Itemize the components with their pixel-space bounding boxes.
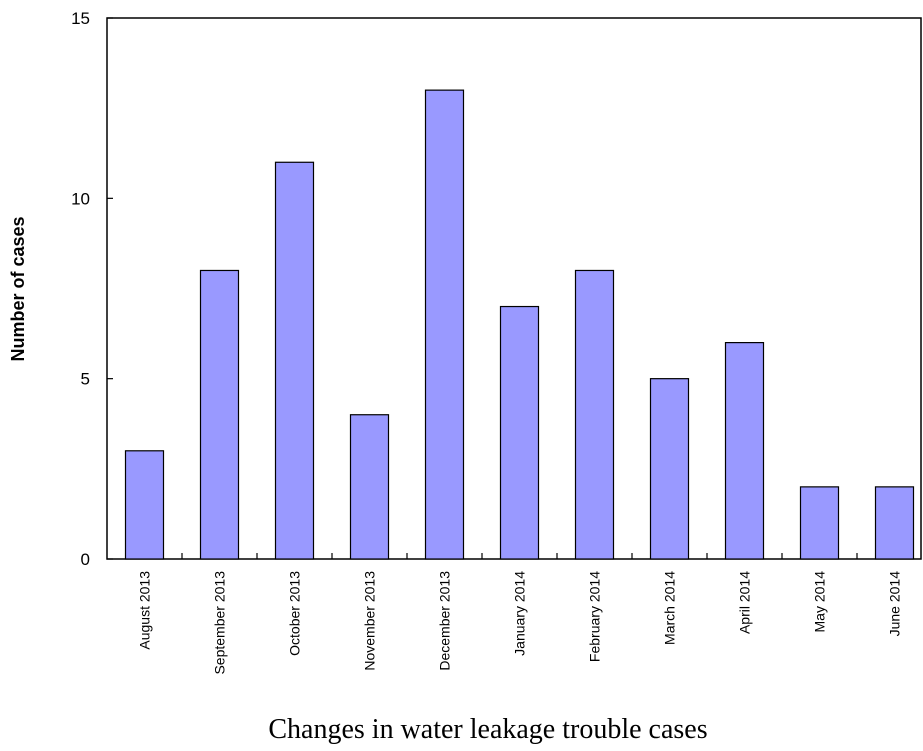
x-tick-label: April 2014 bbox=[737, 571, 753, 634]
chart-caption: Changes in water leakage trouble cases bbox=[268, 714, 707, 745]
bar bbox=[874, 486, 915, 560]
x-tick-label: November 2013 bbox=[362, 571, 378, 671]
x-tick-label: October 2013 bbox=[287, 571, 303, 656]
x-tick-label: February 2014 bbox=[587, 571, 603, 662]
x-tick-label: September 2013 bbox=[212, 571, 228, 675]
x-tick-label: May 2014 bbox=[812, 571, 828, 633]
bar bbox=[424, 89, 465, 560]
y-tick-label: 0 bbox=[81, 550, 90, 569]
bar bbox=[574, 269, 615, 560]
y-tick-label: 5 bbox=[81, 370, 90, 389]
bar bbox=[724, 342, 765, 560]
x-tick-label: March 2014 bbox=[662, 571, 678, 645]
x-tick-label: December 2013 bbox=[437, 571, 453, 671]
bar bbox=[349, 414, 390, 560]
y-tick-label: 15 bbox=[71, 9, 90, 28]
bar bbox=[799, 486, 840, 560]
y-axis-ticks: 0 5 10 15 bbox=[71, 9, 113, 569]
bars-group bbox=[124, 89, 915, 560]
bar bbox=[124, 450, 165, 560]
x-tick-label: January 2014 bbox=[512, 571, 528, 656]
bar bbox=[274, 161, 315, 560]
x-tick-label: August 2013 bbox=[137, 571, 153, 650]
y-tick-label: 10 bbox=[71, 189, 90, 208]
x-axis-ticks: August 2013 September 2013 October 2013 Nov… bbox=[137, 553, 903, 675]
bar bbox=[649, 378, 690, 560]
bar bbox=[499, 305, 540, 560]
bar bbox=[199, 269, 240, 560]
x-tick-label: June 2014 bbox=[887, 571, 903, 637]
y-axis-label: Number of cases bbox=[8, 216, 28, 361]
